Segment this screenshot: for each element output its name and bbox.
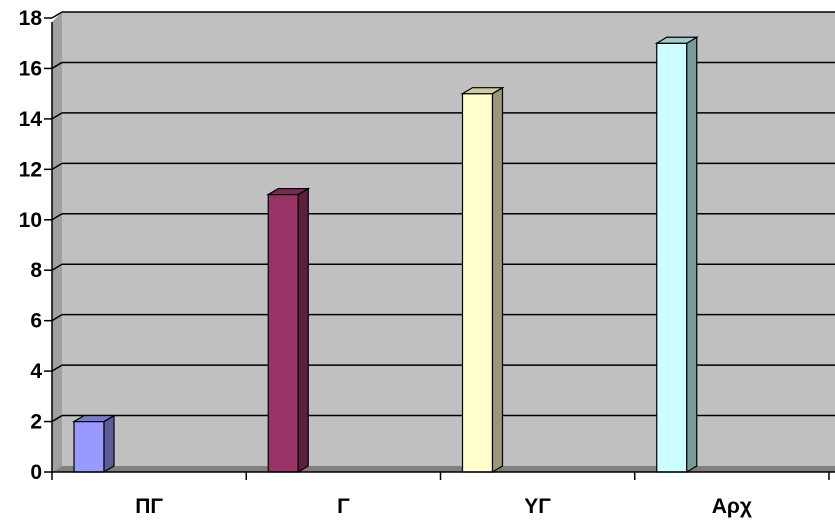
gridline-wall [51,314,63,322]
bar-front [656,42,688,473]
bar-top [266,187,311,196]
x-category-label: ΥΓ [524,495,551,518]
y-tick-label: 0 [30,461,42,484]
bar-2 [460,86,505,474]
bar-side [297,187,309,474]
bar-3 [654,36,699,474]
y-tick-label: 8 [30,259,42,282]
y-tick-label: 16 [19,57,42,80]
bar-top [654,36,699,44]
bar-top [71,414,117,423]
bar-front [73,420,105,473]
y-tick-label: 10 [19,209,42,232]
chart-side-wall [52,12,62,472]
plot-area [62,12,835,466]
gridline-wall [51,112,63,120]
y-tick-label: 4 [30,360,42,383]
gridline-wall [51,213,63,221]
x-category-label: Αρχ [712,495,752,518]
gridline-wall [51,162,63,170]
x-category-label: Γ [337,495,350,518]
gridline-wall [51,414,63,423]
y-tick-label: 12 [19,158,42,181]
bar-side [686,36,698,474]
x-category-label: ΠΓ [135,495,163,518]
y-tick-label: 14 [19,108,43,131]
bar-front [461,93,494,473]
gridline-wall [51,263,63,271]
y-tick-label: 6 [30,310,42,333]
gridline-wall [51,61,63,70]
bar-1 [266,187,311,474]
gridline-wall [51,364,63,372]
bar-0 [71,414,117,474]
bar-side [103,414,115,474]
bar-front [267,193,299,473]
y-tick-label: 2 [30,411,42,434]
chart-floor [52,466,835,472]
y-tick-label: 18 [19,7,43,30]
bar-side [491,86,504,474]
bar-top [460,87,505,95]
gridline-wall [51,11,63,19]
